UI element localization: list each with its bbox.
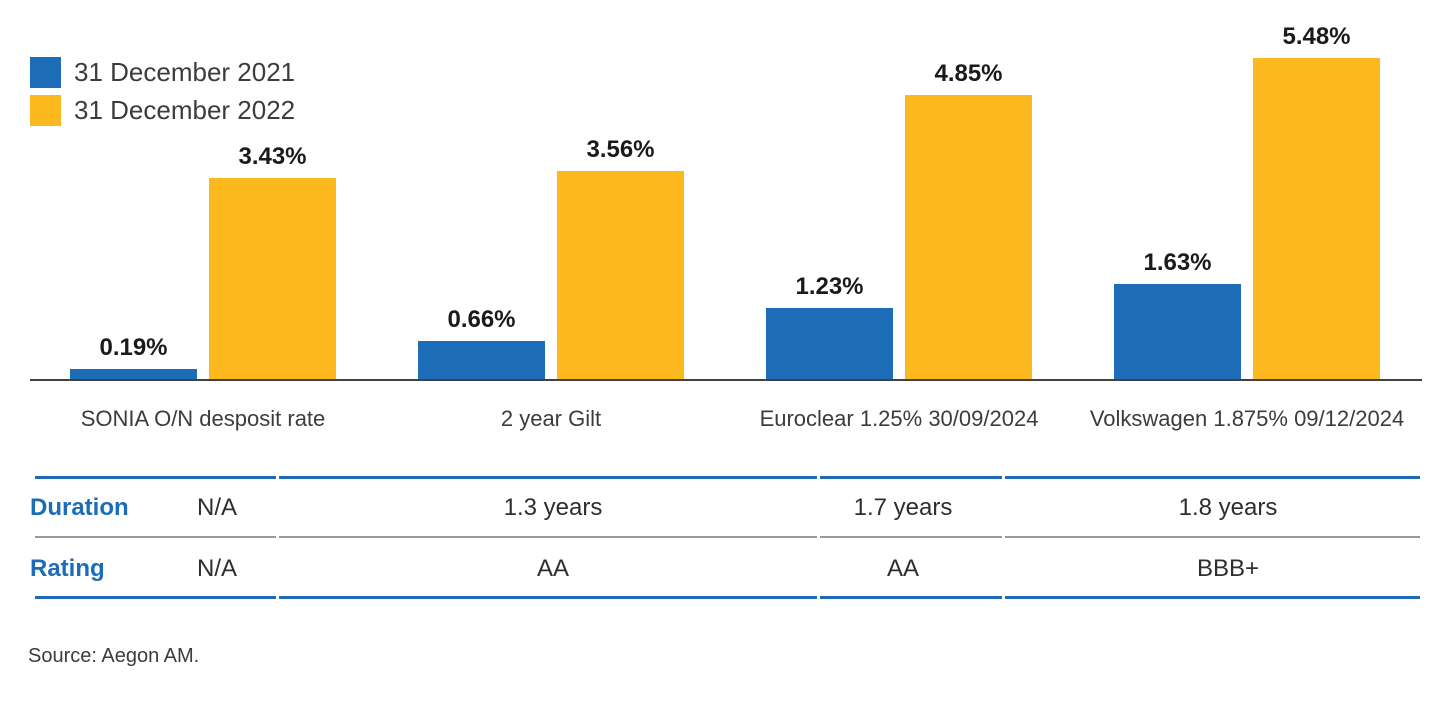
table-cell-duration-sonia: N/A — [196, 494, 238, 521]
table-rule-0-seg3 — [1005, 476, 1420, 479]
category-label-group1: SONIA O/N desposit rate — [80, 406, 326, 431]
x-axis-line — [30, 379, 1422, 381]
bar-value-label-2022-group3: 4.85% — [934, 60, 1003, 87]
table-rule-0-seg0 — [35, 476, 276, 479]
table-rule-0-seg1 — [279, 476, 817, 479]
bar-value-label-2022-group4: 5.48% — [1282, 23, 1351, 50]
table-row-label-rating: Rating — [30, 555, 105, 582]
legend-item-2021: 31 December 2021 — [30, 57, 295, 88]
table-cell-rating-euroclear: AA — [886, 555, 920, 582]
legend-label-2021: 31 December 2021 — [74, 57, 296, 87]
bar-2021-group3 — [766, 308, 893, 380]
table-rule-1-seg3 — [1005, 536, 1420, 538]
bar-value-label-2022-group1: 3.43% — [238, 143, 307, 170]
bar-2022-group1 — [209, 178, 336, 380]
table-rule-1-seg2 — [820, 536, 1002, 538]
table-cell-duration-euroclear: 1.7 years — [853, 494, 953, 521]
table-cell-duration-volkswagen: 1.8 years — [1178, 494, 1278, 521]
table-cell-rating-volkswagen: BBB+ — [1196, 555, 1260, 582]
table-rule-0-seg2 — [820, 476, 1002, 479]
bar-value-label-2021-group4: 1.63% — [1143, 249, 1212, 276]
table-cell-duration-gilt: 1.3 years — [503, 494, 603, 521]
bar-value-label-2021-group1: 0.19% — [99, 334, 168, 361]
table-cell-rating-sonia: N/A — [196, 555, 238, 582]
bar-value-label-2021-group2: 0.66% — [447, 306, 516, 333]
table-rule-2-seg3 — [1005, 596, 1420, 599]
bar-2021-group4 — [1114, 284, 1241, 380]
table-rule-2-seg2 — [820, 596, 1002, 599]
category-label-group2: 2 year Gilt — [500, 406, 602, 431]
bar-2022-group4 — [1253, 58, 1380, 380]
category-label-group4: Volkswagen 1.875% 09/12/2024 — [1089, 406, 1405, 431]
table-cell-rating-gilt: AA — [536, 555, 570, 582]
bar-2022-group3 — [905, 95, 1032, 380]
bar-value-label-2021-group3: 1.23% — [795, 273, 864, 300]
legend-item-2022: 31 December 2022 — [30, 95, 295, 126]
source-note: Source: Aegon AM. — [28, 645, 200, 667]
bar-2021-group2 — [418, 341, 545, 380]
category-label-group3: Euroclear 1.25% 30/09/2024 — [759, 406, 1039, 431]
legend-label-2022: 31 December 2022 — [74, 95, 296, 125]
bar-2021-group1 — [70, 369, 197, 380]
table-rule-1-seg1 — [279, 536, 817, 538]
table-rule-1-seg0 — [35, 536, 276, 538]
legend-swatch-2021 — [30, 57, 61, 88]
bar-2022-group2 — [557, 171, 684, 380]
table-rule-2-seg1 — [279, 596, 817, 599]
legend: 31 December 2021 31 December 2022 — [30, 57, 295, 133]
table-rule-2-seg0 — [35, 596, 276, 599]
legend-swatch-2022 — [30, 95, 61, 126]
table-row-label-duration: Duration — [30, 494, 129, 521]
bar-value-label-2022-group2: 3.56% — [586, 136, 655, 163]
